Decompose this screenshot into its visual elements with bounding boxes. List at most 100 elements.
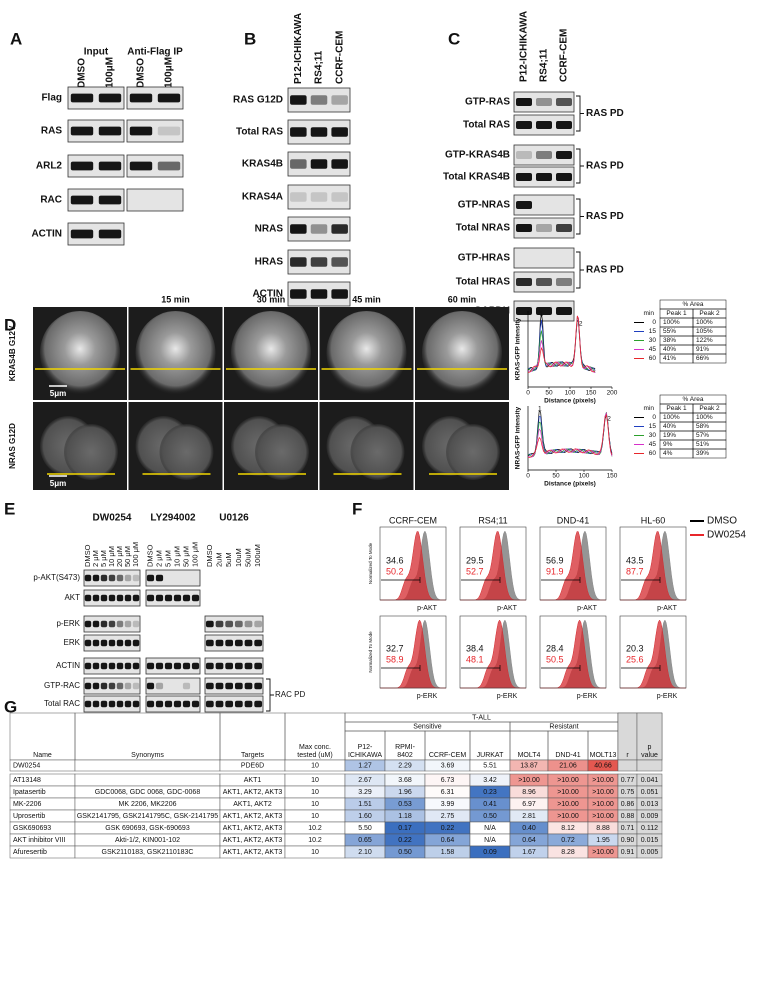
band [536, 278, 552, 286]
blot [204, 634, 264, 652]
lane-label: 5 μM [163, 550, 172, 567]
table-cell-text: 0.90 [621, 837, 635, 844]
panel-letter: B [244, 29, 256, 48]
table-cell-text: 2.10 [358, 849, 372, 856]
table-cell-text: 0 [652, 319, 656, 326]
blot [67, 188, 125, 212]
band [331, 257, 348, 267]
band [225, 620, 234, 628]
table-cell-text: 4% [663, 450, 673, 457]
table-cell-text: 13.87 [520, 762, 538, 769]
table-cell-text: 0.015 [641, 837, 659, 844]
table-cell-text: 9% [663, 441, 673, 448]
table-cell-text: 10.2 [308, 825, 322, 832]
band [290, 192, 307, 202]
lane-label: RS4;11 [539, 48, 550, 82]
table-cell [636, 845, 663, 859]
band [164, 594, 173, 602]
row-label: KRAS4B G12V [8, 325, 17, 381]
band [157, 161, 181, 171]
blot [145, 695, 201, 713]
gate [621, 665, 661, 671]
band [100, 662, 108, 670]
table-cell-text: 0.72 [561, 837, 575, 844]
table-cell-text: 6.73 [441, 777, 455, 784]
value-label: 91.9 [546, 566, 564, 576]
table-group-header: Sensitive [413, 723, 442, 730]
band [331, 289, 348, 299]
row-label: Flag [41, 93, 62, 104]
table-cell-text: 0.041 [641, 777, 659, 784]
table-cell-text: 8.28 [561, 849, 575, 856]
panel-letter: F [352, 499, 362, 518]
blot [126, 154, 184, 178]
band [92, 639, 100, 647]
plot-frame [459, 526, 527, 601]
value-label: 32.7 [386, 643, 404, 653]
table-title: % Area [683, 301, 704, 308]
x-tick-label: 0 [526, 473, 530, 480]
value-label: 87.7 [626, 566, 644, 576]
plot-frame [459, 615, 527, 689]
table-cell-text: 122% [696, 337, 713, 344]
table-cell-text: >10.00 [592, 789, 614, 796]
lane-label: 2 μM [154, 550, 163, 567]
value-label: 43.5 [626, 555, 644, 565]
band [116, 662, 124, 670]
band [536, 224, 552, 232]
blot [513, 194, 575, 216]
blot [287, 184, 351, 210]
x-axis-label: p-AKT [417, 605, 438, 612]
table-cell-text: 0.86 [621, 801, 635, 808]
plot-frame [379, 615, 447, 689]
cell [422, 311, 502, 395]
band [124, 620, 132, 628]
x-tick-label: 0 [526, 390, 530, 397]
band [244, 662, 253, 670]
table-cell-text: 40% [663, 346, 676, 353]
table-header: P12- [358, 744, 373, 751]
row-label: KRAS4A [242, 192, 283, 203]
band [124, 639, 132, 647]
band [516, 151, 532, 159]
band [84, 700, 92, 708]
table-cell-text: 10 [311, 849, 319, 856]
table-cell-text: 3.42 [483, 777, 497, 784]
band [100, 682, 108, 690]
table-cell-text: 6.97 [522, 801, 536, 808]
lane-label: 50 μM [123, 546, 132, 567]
table-cell-text: >10.00 [557, 813, 579, 820]
lane-label: 2 μM [91, 550, 100, 567]
y-axis-label: KRAS-GFP intensity [515, 317, 522, 380]
table-cell-text: 0.40 [522, 825, 536, 832]
table-header: tested (uM) [297, 752, 332, 759]
panel-letter: C [448, 29, 460, 48]
band [516, 224, 532, 232]
y-axis-label: Normalized To Mode [368, 631, 373, 673]
band [191, 662, 200, 670]
band [84, 574, 92, 582]
table-header: JURKAT [477, 752, 504, 759]
lane-label: P12-ICHIKAWA [519, 11, 530, 82]
table-cell-text: Afuresertib [13, 849, 47, 856]
band [310, 224, 328, 234]
band [155, 662, 164, 670]
row-label: ACTIN [56, 661, 80, 670]
row-label: p-AKT(S473) [33, 573, 80, 582]
row-label: GTP-RAS [465, 97, 510, 108]
table-cell-text: N/A [484, 837, 496, 844]
table-cell-text: GSK690693 [13, 825, 51, 832]
bracket-label: RAS PD [586, 161, 624, 172]
lane-label: CCRF-CEM [334, 31, 345, 84]
table-cell-text: >10.00 [557, 777, 579, 784]
band [124, 700, 132, 708]
table-cell-text: 5.50 [358, 825, 372, 832]
panel-letter: G [4, 697, 17, 716]
group-label: U0126 [219, 513, 249, 524]
bracket-label: RAS PD [586, 211, 624, 222]
band [98, 229, 122, 239]
lane-label: 20 μM [115, 546, 124, 567]
row-label: HRAS [255, 257, 284, 268]
lane-label: 50 μM [181, 546, 190, 567]
table-group-header: T-ALL [472, 714, 491, 721]
